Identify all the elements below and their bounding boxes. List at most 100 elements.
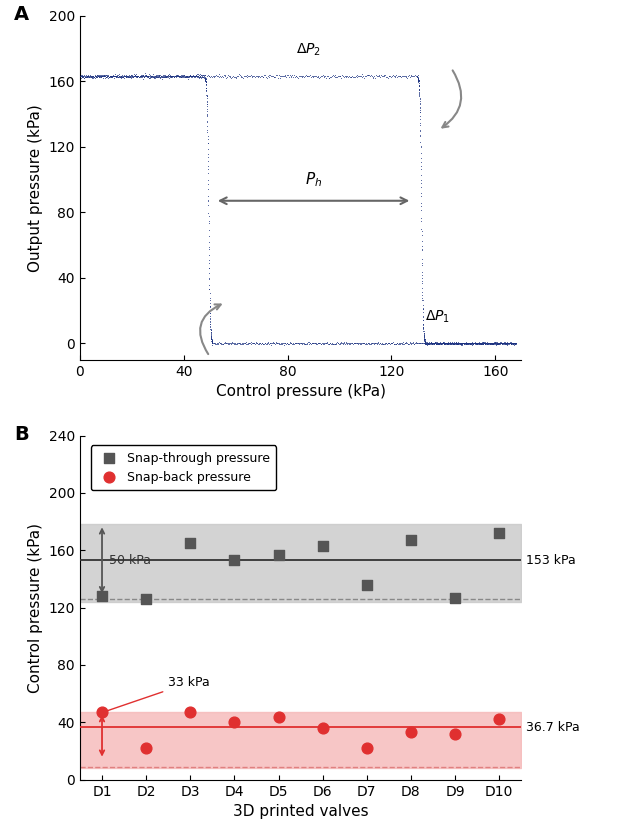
Point [99, 69, 109, 82]
Point [505, 336, 515, 349]
Point [200, 74, 210, 87]
Point [314, 71, 324, 84]
Point [426, 336, 436, 349]
Point [200, 71, 210, 84]
Point [350, 70, 360, 83]
Point [381, 336, 391, 349]
Point [260, 337, 270, 350]
Point [415, 125, 425, 138]
Point [487, 337, 497, 350]
Point [288, 337, 298, 350]
Point [173, 69, 183, 82]
Point [137, 69, 147, 82]
Point [415, 116, 425, 130]
Point [437, 338, 447, 351]
Point [374, 337, 384, 350]
Point [184, 69, 194, 83]
Point [416, 162, 426, 175]
Point [472, 337, 482, 350]
Point [110, 69, 120, 83]
Point [421, 337, 431, 350]
Point [290, 336, 300, 349]
Point [433, 337, 443, 350]
Point [507, 337, 517, 350]
Point [476, 337, 486, 350]
Point [392, 336, 403, 349]
Point [418, 302, 428, 316]
Point [495, 337, 506, 350]
Point [332, 70, 342, 83]
Point [465, 337, 475, 350]
Point [457, 337, 467, 350]
Point [243, 336, 253, 349]
Point [217, 69, 227, 83]
Point [370, 336, 380, 349]
Point [399, 337, 409, 350]
Point [420, 336, 430, 349]
Point [80, 69, 90, 83]
Point [113, 71, 123, 84]
Point [99, 70, 109, 83]
Point [123, 69, 133, 83]
Point [473, 337, 483, 350]
Point [413, 70, 423, 83]
Point [506, 337, 516, 350]
Point [96, 70, 106, 83]
Point [115, 70, 125, 83]
Point [283, 337, 293, 350]
Point [398, 69, 408, 83]
Point [480, 337, 490, 350]
Point [487, 336, 497, 349]
Point [379, 69, 389, 82]
Point [200, 69, 210, 82]
Point [170, 69, 180, 83]
Point [206, 331, 216, 344]
Point [430, 336, 440, 349]
Point [119, 69, 129, 83]
Point [117, 70, 127, 83]
Point [171, 70, 181, 83]
Point [237, 336, 247, 349]
Point [419, 330, 429, 343]
Point [214, 335, 224, 349]
Point [81, 69, 91, 82]
Point [220, 70, 230, 83]
Point [414, 78, 424, 92]
Point [464, 336, 474, 349]
Point [498, 336, 508, 349]
Point [449, 337, 459, 350]
Text: B: B [14, 425, 28, 444]
Point [421, 337, 431, 350]
Point [462, 337, 472, 350]
Point [205, 310, 215, 323]
Point [298, 70, 308, 83]
Point [409, 69, 419, 83]
Point [427, 336, 437, 349]
Point [87, 71, 97, 84]
Point [156, 70, 166, 83]
Point [188, 69, 198, 82]
Point [204, 254, 214, 267]
Point [452, 336, 462, 349]
Point [314, 337, 324, 350]
Point [296, 69, 306, 83]
Point [80, 70, 90, 83]
Point [203, 223, 214, 236]
Point [383, 71, 393, 84]
Point [203, 173, 213, 186]
Point [447, 337, 457, 350]
Point [192, 69, 202, 83]
Point [420, 336, 430, 349]
Point [457, 337, 467, 350]
Point [232, 337, 242, 350]
Point [197, 70, 207, 83]
Point [84, 70, 94, 83]
Point [215, 68, 225, 81]
Point [425, 336, 435, 349]
Point [313, 70, 323, 83]
Point [420, 332, 430, 345]
Point [458, 337, 468, 350]
Point [149, 70, 160, 83]
Point [455, 338, 465, 351]
Point [152, 70, 162, 83]
